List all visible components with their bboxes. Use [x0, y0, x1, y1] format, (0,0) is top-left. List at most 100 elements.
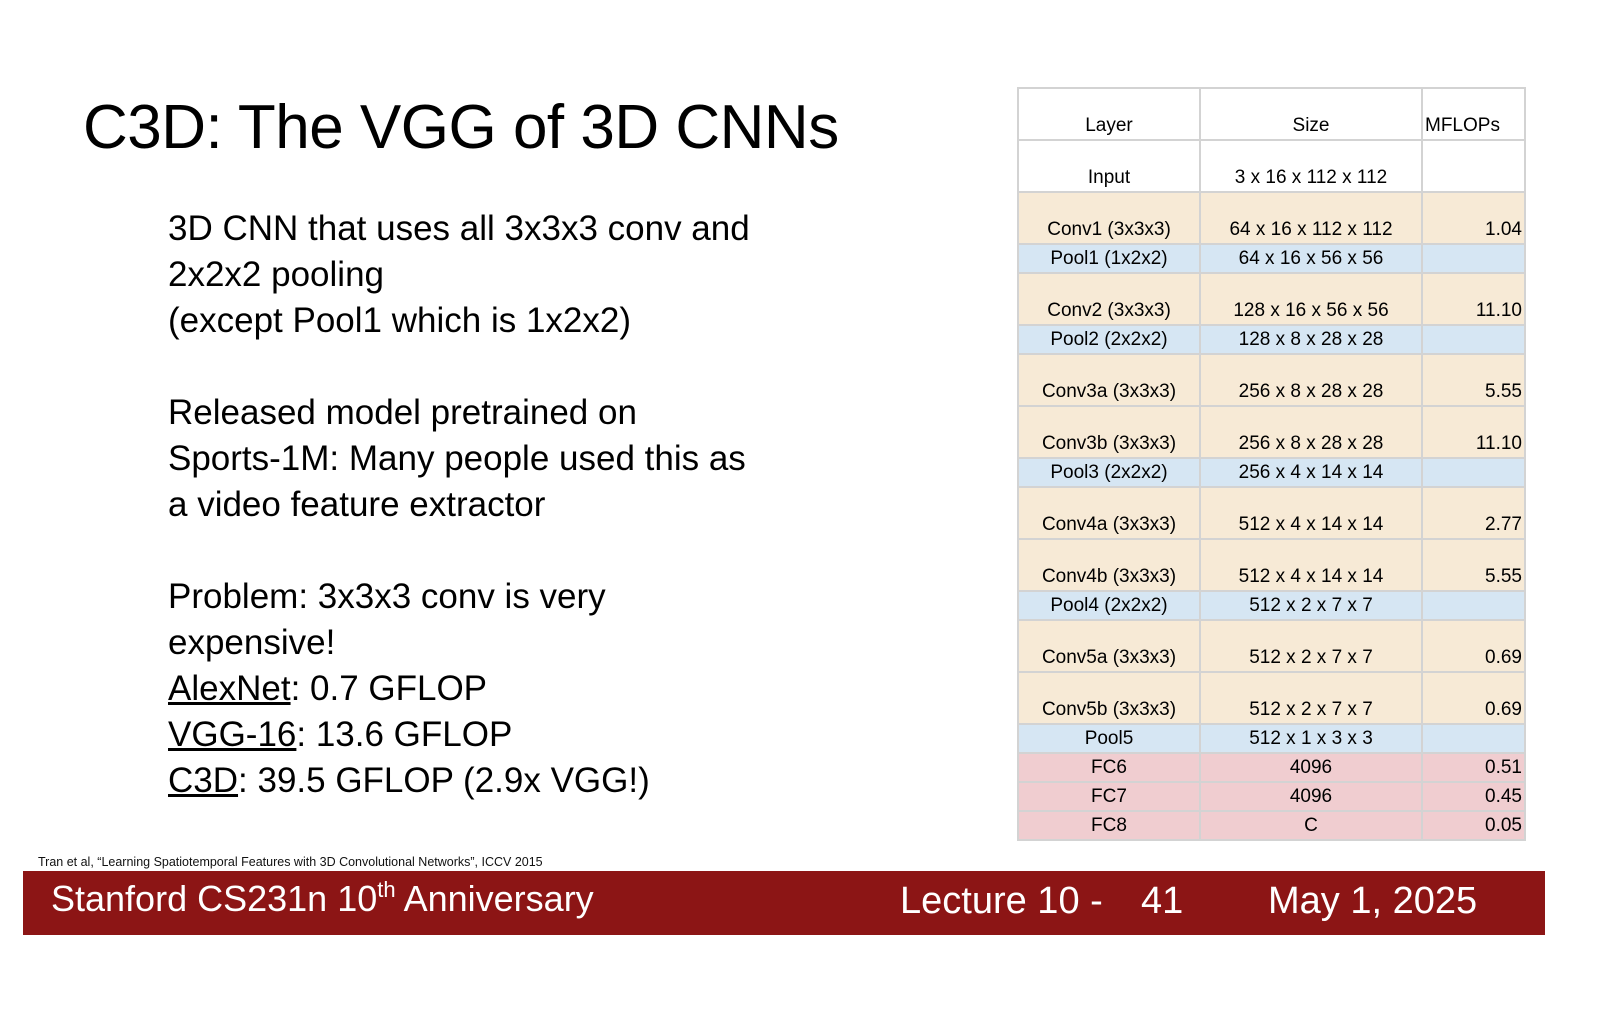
table-row: Pool2 (2x2x2) 128 x 8 x 28 x 28 [1017, 324, 1526, 355]
footer-date: May 1, 2025 [1268, 880, 1478, 922]
body-line: 3D CNN that uses all 3x3x3 conv and [168, 209, 750, 248]
table-header-row: Layer Size MFLOPs [1017, 87, 1526, 141]
cell-size: 4096 [1199, 781, 1423, 812]
citation: Tran et al, “Learning Spatiotemporal Fea… [38, 855, 543, 869]
cell-layer: Conv3a (3x3x3) [1017, 353, 1201, 407]
slide-body: 3D CNN that uses all 3x3x3 conv and 2x2x… [168, 206, 808, 804]
cell-layer: Conv5a (3x3x3) [1017, 619, 1201, 673]
cell-layer: Input [1017, 139, 1201, 193]
footer-bar: Stanford CS231n 10th Anniversary Lecture… [23, 871, 1545, 935]
cell-mflops: 0.51 [1421, 752, 1526, 783]
cell-mflops: 2.77 [1421, 486, 1526, 540]
cell-layer: Conv4a (3x3x3) [1017, 486, 1201, 540]
comparison-c3d: C3D: 39.5 GFLOP (2.9x VGG!) [168, 758, 808, 804]
cell-mflops: 11.10 [1421, 272, 1526, 326]
cell-size: 128 x 16 x 56 x 56 [1199, 272, 1423, 326]
table-row: FC7 4096 0.45 [1017, 781, 1526, 812]
table-row: Conv5b (3x3x3) 512 x 2 x 7 x 7 0.69 [1017, 671, 1526, 725]
course-suffix: Anniversary [395, 878, 594, 919]
table-row: Pool4 (2x2x2) 512 x 2 x 7 x 7 [1017, 590, 1526, 621]
cell-mflops: 0.69 [1421, 671, 1526, 725]
cell-layer: FC8 [1017, 810, 1201, 841]
table-row: Pool3 (2x2x2) 256 x 4 x 14 x 14 [1017, 457, 1526, 488]
body-line: expensive! [168, 623, 336, 662]
cell-mflops [1421, 243, 1526, 274]
table-row: Conv1 (3x3x3) 64 x 16 x 112 x 112 1.04 [1017, 191, 1526, 245]
model-name: AlexNet [168, 669, 291, 708]
paragraph-problem: Problem: 3x3x3 conv is very expensive! A… [168, 574, 808, 804]
cell-mflops [1421, 139, 1526, 193]
model-name: VGG-16 [168, 715, 297, 754]
cell-mflops: 0.05 [1421, 810, 1526, 841]
cell-layer: Conv2 (3x3x3) [1017, 272, 1201, 326]
cell-layer: Pool2 (2x2x2) [1017, 324, 1201, 355]
footer-page-number: 41 [1141, 880, 1184, 922]
cell-layer: Conv4b (3x3x3) [1017, 538, 1201, 592]
table-row: Conv3a (3x3x3) 256 x 8 x 28 x 28 5.55 [1017, 353, 1526, 407]
table-row: Pool1 (1x2x2) 64 x 16 x 56 x 56 [1017, 243, 1526, 274]
body-line: Problem: 3x3x3 conv is very [168, 577, 606, 616]
model-flops: : 13.6 GFLOP [296, 715, 513, 754]
cell-size: 4096 [1199, 752, 1423, 783]
cell-size: 512 x 1 x 3 x 3 [1199, 723, 1423, 754]
cell-mflops [1421, 457, 1526, 488]
cell-mflops: 1.04 [1421, 191, 1526, 245]
table-row: Input 3 x 16 x 112 x 112 [1017, 139, 1526, 193]
cell-size: 256 x 4 x 14 x 14 [1199, 457, 1423, 488]
cell-layer: Conv1 (3x3x3) [1017, 191, 1201, 245]
cell-size: C [1199, 810, 1423, 841]
cell-layer: Pool5 [1017, 723, 1201, 754]
comparison-alexnet: AlexNet: 0.7 GFLOP [168, 666, 808, 712]
cell-size: 512 x 2 x 7 x 7 [1199, 671, 1423, 725]
footer-lecture: Lecture 10 - [900, 880, 1103, 922]
layer-table-grid: Layer Size MFLOPs Input 3 x 16 x 112 x 11… [1017, 87, 1526, 841]
model-flops: : 39.5 GFLOP (2.9x VGG!) [238, 761, 650, 800]
cell-size: 256 x 8 x 28 x 28 [1199, 353, 1423, 407]
table-row: Pool5 512 x 1 x 3 x 3 [1017, 723, 1526, 754]
body-line: (except Pool1 which is 1x2x2) [168, 301, 631, 340]
cell-size: 512 x 4 x 14 x 14 [1199, 486, 1423, 540]
cell-mflops: 0.45 [1421, 781, 1526, 812]
cell-layer: Conv5b (3x3x3) [1017, 671, 1201, 725]
footer-course: Stanford CS231n 10th Anniversary [51, 878, 594, 920]
header-size: Size [1199, 87, 1423, 141]
body-line: Released model pretrained on [168, 393, 637, 432]
cell-layer: Pool3 (2x2x2) [1017, 457, 1201, 488]
table-row: Conv4b (3x3x3) 512 x 4 x 14 x 14 5.55 [1017, 538, 1526, 592]
course-name: Stanford CS231n 10 [51, 878, 378, 919]
cell-layer: FC6 [1017, 752, 1201, 783]
cell-size: 512 x 2 x 7 x 7 [1199, 590, 1423, 621]
paragraph-pretrained: Released model pretrained on Sports-1M: … [168, 390, 808, 528]
paragraph-architecture: 3D CNN that uses all 3x3x3 conv and 2x2x… [168, 206, 808, 344]
table-row: FC6 4096 0.51 [1017, 752, 1526, 783]
body-line: 2x2x2 pooling [168, 255, 384, 294]
cell-layer: Conv3b (3x3x3) [1017, 405, 1201, 459]
cell-size: 512 x 4 x 14 x 14 [1199, 538, 1423, 592]
cell-mflops: 5.55 [1421, 353, 1526, 407]
header-mflops: MFLOPs [1421, 87, 1526, 141]
body-line: Sports-1M: Many people used this as [168, 439, 746, 478]
cell-size: 64 x 16 x 56 x 56 [1199, 243, 1423, 274]
slide-title: C3D: The VGG of 3D CNNs [83, 93, 839, 162]
course-sup: th [377, 877, 396, 902]
cell-mflops [1421, 324, 1526, 355]
cell-mflops: 11.10 [1421, 405, 1526, 459]
cell-mflops [1421, 723, 1526, 754]
header-layer: Layer [1017, 87, 1201, 141]
comparison-vgg16: VGG-16: 13.6 GFLOP [168, 712, 808, 758]
table-row: Conv5a (3x3x3) 512 x 2 x 7 x 7 0.69 [1017, 619, 1526, 673]
cell-size: 3 x 16 x 112 x 112 [1199, 139, 1423, 193]
cell-mflops [1421, 590, 1526, 621]
cell-size: 256 x 8 x 28 x 28 [1199, 405, 1423, 459]
layer-table: Layer Size MFLOPs Input 3 x 16 x 112 x 11… [1017, 87, 1526, 841]
cell-size: 512 x 2 x 7 x 7 [1199, 619, 1423, 673]
cell-mflops: 5.55 [1421, 538, 1526, 592]
cell-size: 128 x 8 x 28 x 28 [1199, 324, 1423, 355]
cell-layer: Pool4 (2x2x2) [1017, 590, 1201, 621]
table-row: Conv4a (3x3x3) 512 x 4 x 14 x 14 2.77 [1017, 486, 1526, 540]
table-row: Conv3b (3x3x3) 256 x 8 x 28 x 28 11.10 [1017, 405, 1526, 459]
cell-size: 64 x 16 x 112 x 112 [1199, 191, 1423, 245]
cell-layer: FC7 [1017, 781, 1201, 812]
table-row: FC8 C 0.05 [1017, 810, 1526, 841]
table-row: Conv2 (3x3x3) 128 x 16 x 56 x 56 11.10 [1017, 272, 1526, 326]
